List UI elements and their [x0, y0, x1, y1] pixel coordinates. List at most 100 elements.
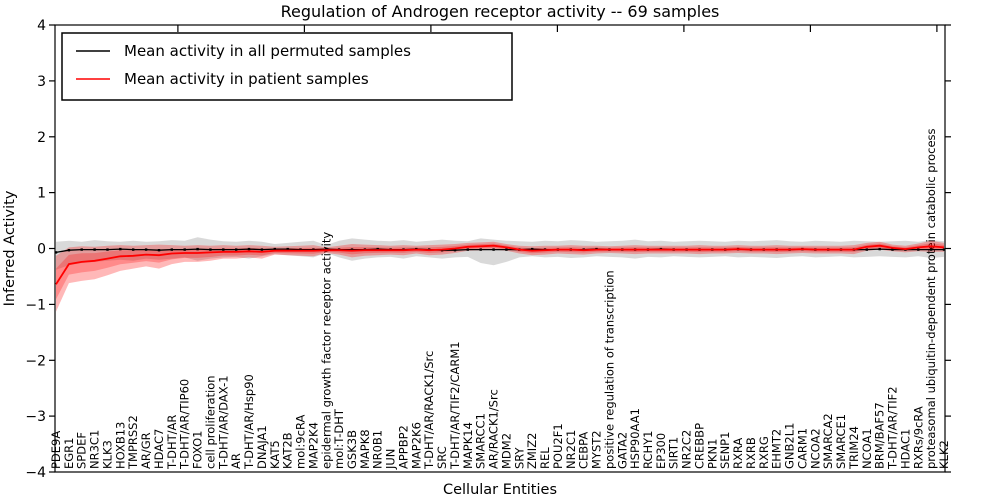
x-tick-label: proteasomal ubiquitin-dependent protein …: [924, 128, 938, 469]
x-tick-label: HOXB13: [113, 422, 127, 469]
x-tick-label: RXRA: [731, 438, 745, 469]
data-point-marker: [170, 248, 173, 251]
x-tick-label: EHMT2: [770, 429, 784, 469]
data-point-marker: [505, 248, 508, 251]
x-tick-label: T-DHT/AR: [165, 415, 179, 470]
data-point-marker: [350, 248, 354, 251]
x-tick-label: SRY: [512, 446, 526, 469]
data-point-marker: [312, 248, 315, 251]
legend-label-permuted: Mean activity in all permuted samples: [124, 42, 411, 60]
x-tick-label: GNB2L1: [783, 423, 797, 469]
x-tick-label: TRIM24: [847, 426, 861, 470]
x-tick-label: MAP2K4: [306, 422, 320, 469]
data-point-marker: [878, 247, 881, 251]
x-tick-label: T-DHT/AR/TIF2/CARM1: [448, 341, 462, 470]
y-tick-label: 1: [37, 186, 46, 202]
x-tick-label: RXRG: [757, 436, 771, 469]
x-tick-label: CREBBP: [693, 423, 707, 469]
x-tick-label: T-DHT/AR/RACK1/Src: [422, 351, 436, 470]
x-tick-label: MAP2K6: [409, 422, 423, 469]
data-point-marker: [492, 248, 495, 251]
x-tick-label: T-DHT/AR/Hsp90: [242, 374, 256, 470]
x-tick-label: AR/GR: [139, 432, 153, 469]
x-tick-label: AR/RACK1/Src: [487, 389, 501, 469]
x-tick-label: SMARCE1: [834, 414, 848, 469]
x-tick-label: CEBPA: [577, 432, 591, 469]
x-tick-label: SPDEF: [75, 432, 89, 469]
data-point-marker: [466, 248, 469, 251]
data-point-marker: [157, 249, 161, 252]
data-point-marker: [183, 248, 186, 251]
data-point-marker: [222, 248, 225, 251]
x-tick-label: GSK3B: [345, 430, 359, 469]
x-tick-label: MYST2: [590, 430, 604, 469]
data-point-marker: [942, 248, 946, 251]
legend-label-patient: Mean activity in patient samples: [124, 70, 369, 88]
x-tick-label: KAT2B: [281, 432, 295, 469]
y-tick-label: −1: [25, 297, 46, 313]
x-tick-label: EP300: [654, 433, 668, 469]
x-tick-label: ZMIZ2: [525, 433, 539, 469]
x-tick-label: NR3C1: [88, 430, 102, 469]
data-point-marker: [273, 247, 276, 251]
data-point-marker: [209, 248, 212, 251]
x-tick-label: GATA2: [615, 432, 629, 469]
x-tick-label: DNAJA1: [255, 425, 269, 469]
x-tick-label: POU2F1: [551, 423, 565, 469]
data-point-marker: [376, 247, 379, 251]
x-tick-label: mol:T-DHT: [332, 408, 346, 469]
data-point-marker: [865, 248, 868, 251]
y-tick-label: 3: [37, 74, 46, 90]
data-point-marker: [144, 248, 148, 251]
x-tick-label: HDAC7: [152, 429, 166, 469]
data-point-marker: [54, 251, 58, 254]
series-line-patient: [55, 244, 945, 285]
legend-box: [61, 32, 513, 101]
x-tick-label: PDE9A: [49, 431, 63, 469]
data-point-marker: [235, 248, 238, 251]
y-axis-label: Inferred Activity: [2, 190, 18, 306]
x-tick-label: KLK3: [101, 440, 115, 469]
data-point-marker: [299, 248, 302, 251]
y-tick-label: −2: [25, 353, 46, 369]
data-point-marker: [891, 248, 894, 251]
x-tick-label: RXRB: [744, 437, 758, 469]
data-point-marker: [93, 248, 96, 251]
x-tick-label: NR2C1: [564, 430, 578, 469]
x-tick-label: T-DHT/AR/TIP60: [178, 379, 192, 470]
x-tick-label: HSP90AA1: [628, 408, 642, 469]
plot-area: PDE9AEGR1SPDEFNR3C1KLK3HOXB13TMPRSS2AR/G…: [25, 18, 951, 481]
x-tick-label: AR: [229, 453, 243, 469]
x-tick-label: BRM/BAF57: [873, 402, 887, 469]
data-point-marker: [453, 249, 457, 252]
data-point-marker: [196, 247, 199, 251]
x-tick-label: SMARCA2: [821, 413, 835, 469]
x-tick-label: epidermal growth factor receptor activit…: [319, 232, 333, 469]
x-tick-label: SIRT1: [667, 437, 681, 469]
x-tick-label: T-DHT/AR/DAX-1: [216, 375, 230, 470]
y-tick-label: −3: [25, 409, 46, 425]
x-tick-label: HDAC1: [898, 429, 912, 469]
x-tick-label: mol:9cRA: [294, 415, 308, 469]
data-point-marker: [260, 248, 264, 251]
confidence-band-patient: [56, 240, 944, 312]
x-tick-label: TMPRSS2: [126, 415, 140, 470]
x-tick-label: SENP1: [718, 432, 732, 469]
x-tick-label: NCOA1: [860, 428, 874, 469]
data-point-marker: [80, 248, 83, 251]
data-point-marker: [67, 249, 71, 252]
x-tick-label: CARM1: [795, 428, 809, 469]
confidence-band-permuted: [56, 237, 944, 270]
data-point-marker: [247, 247, 251, 251]
x-tick-label: JUN: [384, 449, 398, 470]
x-tick-label: NR2C2: [680, 430, 694, 469]
data-point-marker: [917, 248, 920, 251]
x-tick-label: FOXO1: [191, 431, 205, 469]
data-point-marker: [325, 247, 328, 251]
data-point-marker: [119, 247, 122, 251]
x-tick-label: RXRs/9cRA: [911, 406, 925, 469]
data-point-marker: [106, 248, 109, 251]
x-tick-label: REL: [538, 447, 552, 469]
